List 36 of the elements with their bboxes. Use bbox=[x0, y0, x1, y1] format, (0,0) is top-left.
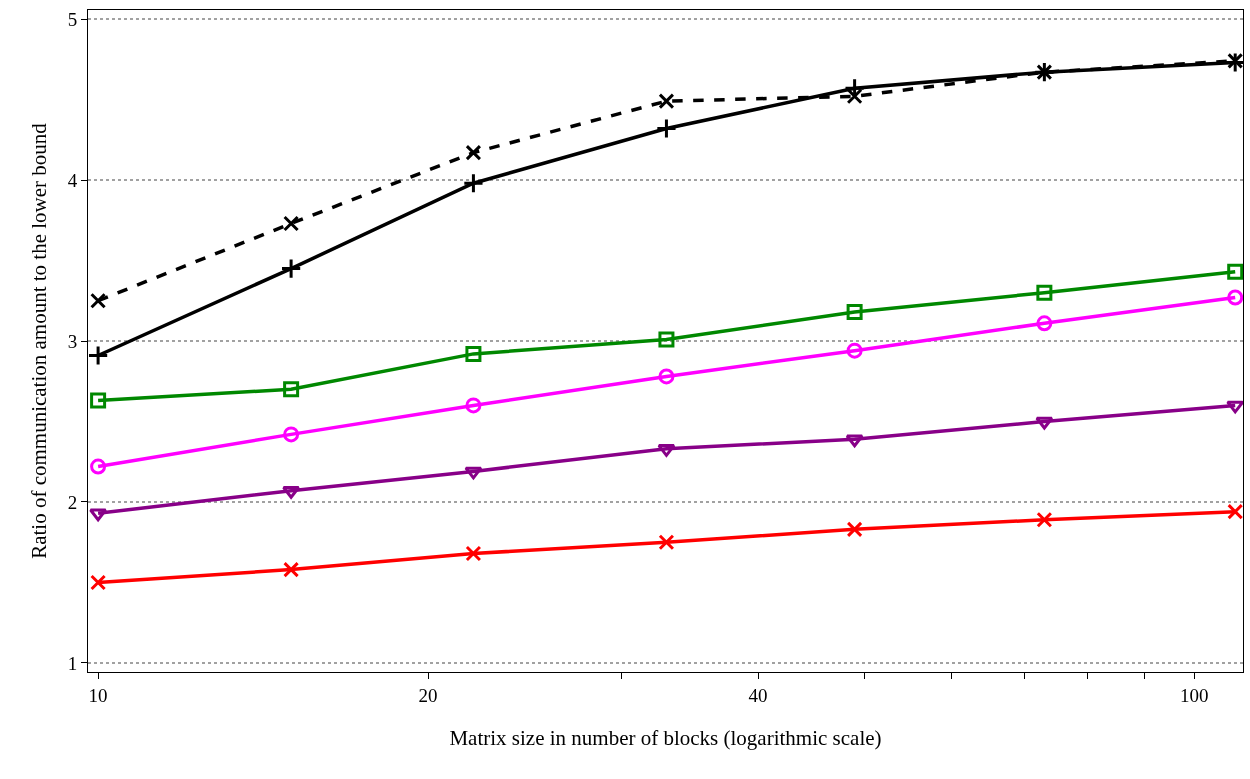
y-tick-label: 5 bbox=[67, 8, 78, 30]
point bbox=[1227, 503, 1243, 520]
point bbox=[89, 508, 108, 522]
x-axis-title: Matrix size in number of blocks (logarithmic scale) bbox=[449, 726, 882, 750]
point bbox=[846, 521, 863, 538]
point bbox=[655, 117, 678, 140]
x-tick-label: 10 bbox=[88, 684, 108, 706]
y-tick-label: 4 bbox=[67, 169, 78, 191]
point bbox=[658, 331, 675, 348]
point bbox=[1227, 263, 1243, 280]
point bbox=[1036, 511, 1053, 528]
point bbox=[845, 434, 864, 448]
point bbox=[1036, 284, 1053, 301]
point bbox=[90, 392, 107, 409]
y-tick-label: 3 bbox=[67, 330, 78, 352]
point bbox=[846, 342, 863, 359]
point bbox=[1227, 52, 1243, 69]
point bbox=[90, 292, 107, 309]
point bbox=[90, 574, 107, 591]
point bbox=[90, 458, 107, 475]
point bbox=[658, 534, 675, 551]
y-tick-label: 2 bbox=[67, 491, 78, 513]
x-tick-label: 20 bbox=[418, 684, 438, 706]
point bbox=[1227, 289, 1243, 306]
y-tick-label: 1 bbox=[67, 652, 78, 674]
point bbox=[1035, 416, 1054, 430]
point bbox=[846, 88, 863, 105]
x-tick-label: 40 bbox=[748, 684, 768, 706]
point bbox=[1036, 315, 1053, 332]
point bbox=[88, 344, 109, 367]
y-axis-title: Ratio of communication amount to the lower bound bbox=[26, 122, 51, 559]
point bbox=[846, 304, 863, 321]
point bbox=[1226, 400, 1243, 414]
x-tick-label: 100 bbox=[1179, 684, 1209, 706]
point bbox=[658, 368, 675, 385]
point bbox=[658, 93, 675, 110]
